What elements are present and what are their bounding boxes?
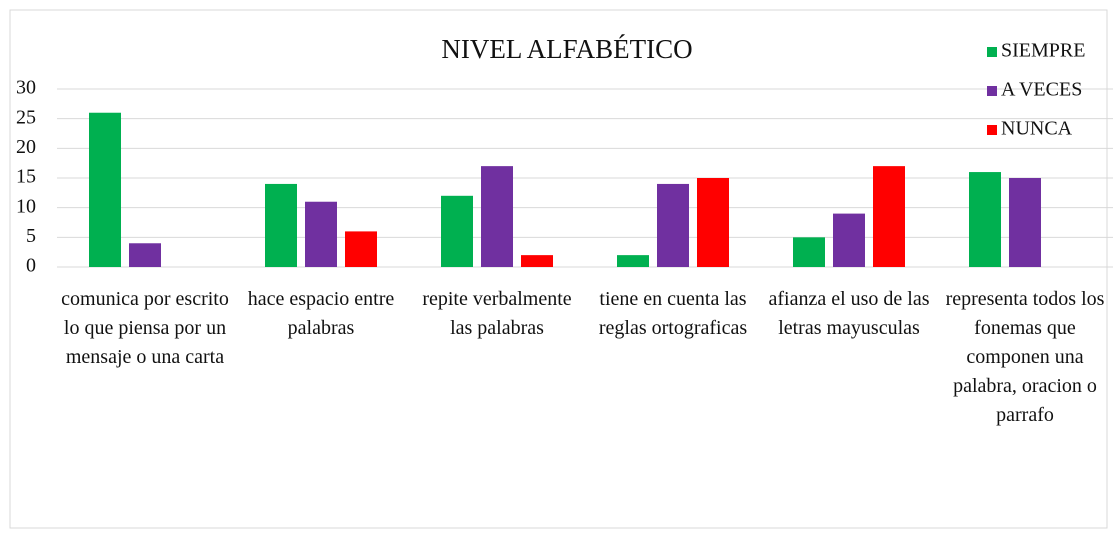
bar bbox=[657, 183, 689, 267]
bar bbox=[1009, 178, 1041, 267]
chart-title: NIVEL ALFABÉTICO bbox=[441, 34, 692, 64]
bar bbox=[345, 231, 377, 267]
bar bbox=[481, 166, 513, 267]
y-tick-label: 15 bbox=[16, 166, 36, 188]
x-tick-label: tiene en cuenta las reglas ortograficas bbox=[598, 288, 748, 339]
legend-swatch bbox=[987, 125, 997, 135]
bar bbox=[833, 213, 865, 267]
bar bbox=[265, 183, 297, 267]
bar bbox=[89, 112, 121, 267]
bar bbox=[305, 201, 337, 267]
legend-swatch bbox=[987, 86, 997, 96]
legend-swatch bbox=[987, 47, 997, 57]
legend-label: NUNCA bbox=[1001, 118, 1073, 140]
bar bbox=[129, 243, 161, 267]
x-tick-label: repite verbalmente las palabras bbox=[422, 288, 572, 339]
y-tick-label: 30 bbox=[16, 77, 36, 99]
x-tick-label: hace espacio entre palabras bbox=[247, 288, 395, 339]
bar bbox=[873, 166, 905, 267]
y-tick-label: 10 bbox=[16, 195, 36, 217]
legend-label: A VECES bbox=[1001, 79, 1082, 101]
x-tick-label: afianza el uso de las letras mayusculas bbox=[768, 288, 930, 339]
bar bbox=[697, 178, 729, 267]
x-tick-label: comunica por escrito lo que piensa por u… bbox=[61, 288, 229, 368]
bar bbox=[617, 255, 649, 267]
y-tick-label: 20 bbox=[16, 136, 36, 158]
x-tick-label: representa todos los fonemas que compone… bbox=[945, 288, 1105, 426]
y-tick-label: 5 bbox=[26, 225, 36, 247]
y-tick-label: 25 bbox=[16, 106, 36, 128]
chart-border bbox=[9, 9, 1108, 529]
bar bbox=[969, 172, 1001, 267]
bar bbox=[793, 237, 825, 267]
bar bbox=[441, 195, 473, 267]
y-tick-label: 0 bbox=[26, 255, 36, 277]
legend-label: SIEMPRE bbox=[1001, 40, 1085, 62]
bar bbox=[521, 255, 553, 267]
